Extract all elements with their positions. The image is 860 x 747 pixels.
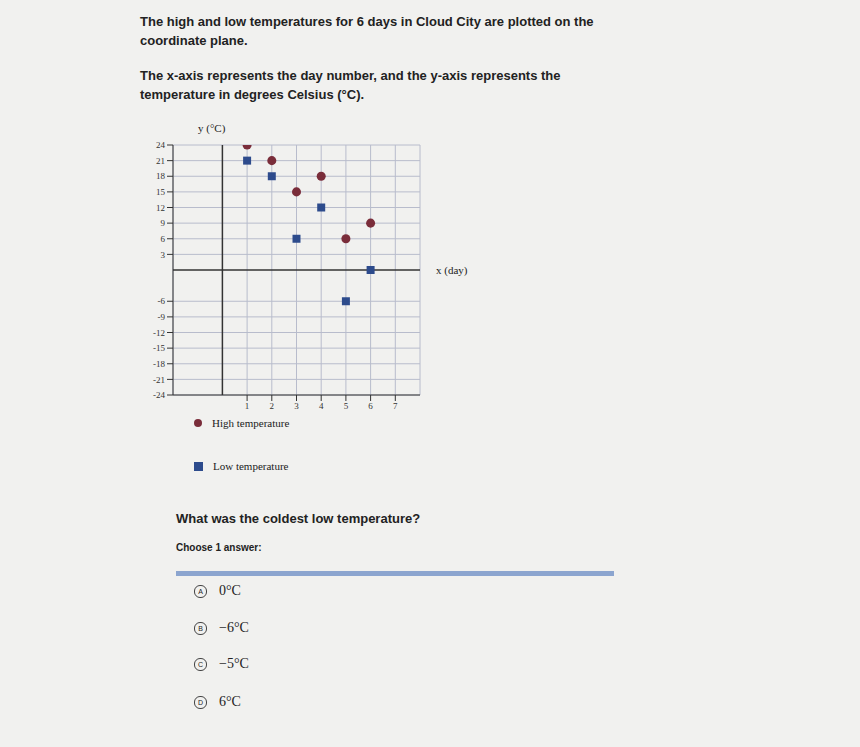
html-text:C: C <box>198 660 203 668</box>
svg-text:-12: -12 <box>153 328 165 338</box>
html-text:y (°C): y (°C) <box>198 122 226 134</box>
svg-text:6: 6 <box>368 401 373 411</box>
svg-text:1: 1 <box>245 401 250 411</box>
html-text:The high and low temperatures: The high and low temperatures for 6 days… <box>140 14 594 48</box>
svg-text:5: 5 <box>344 401 349 411</box>
html-text:B: B <box>198 624 203 632</box>
svg-text:-18: -18 <box>153 359 165 369</box>
svg-text:7: 7 <box>393 401 398 411</box>
svg-text:3: 3 <box>294 401 299 411</box>
html-text:−6°C: −6°C <box>219 620 249 635</box>
html-text:D: D <box>198 698 203 706</box>
svg-text:-24: -24 <box>153 390 165 400</box>
svg-text:-6: -6 <box>158 296 166 306</box>
svg-text:-9: -9 <box>158 312 166 322</box>
svg-text:12: 12 <box>156 203 165 213</box>
svg-text:24: 24 <box>156 140 166 150</box>
svg-text:18: 18 <box>156 171 166 181</box>
svg-text:-15: -15 <box>153 343 165 353</box>
svg-text:2: 2 <box>270 401 275 411</box>
html-text:High temperature: High temperature <box>212 417 290 429</box>
html-text:A: A <box>198 587 203 595</box>
html-text:Low temperature: Low temperature <box>213 460 289 472</box>
html-text:The x-axis represents the day: The x-axis represents the day number, an… <box>140 68 561 102</box>
html-text:Choose 1 answer:: Choose 1 answer: <box>176 542 262 553</box>
svg-text:21: 21 <box>156 156 165 166</box>
html-text:0°C: 0°C <box>219 583 241 598</box>
svg-text:-21: -21 <box>153 375 165 385</box>
svg-text:6: 6 <box>161 234 166 244</box>
html-text:−5°C: −5°C <box>219 656 249 671</box>
svg-text:15: 15 <box>156 187 166 197</box>
html-text:6°C: 6°C <box>219 694 241 709</box>
svg-text:4: 4 <box>319 401 324 411</box>
html-text:What was the coldest low tempe: What was the coldest low temperature? <box>176 511 421 526</box>
svg-text:3: 3 <box>161 250 166 260</box>
html-text:x (day): x (day) <box>436 264 468 276</box>
svg-text:9: 9 <box>161 218 166 228</box>
